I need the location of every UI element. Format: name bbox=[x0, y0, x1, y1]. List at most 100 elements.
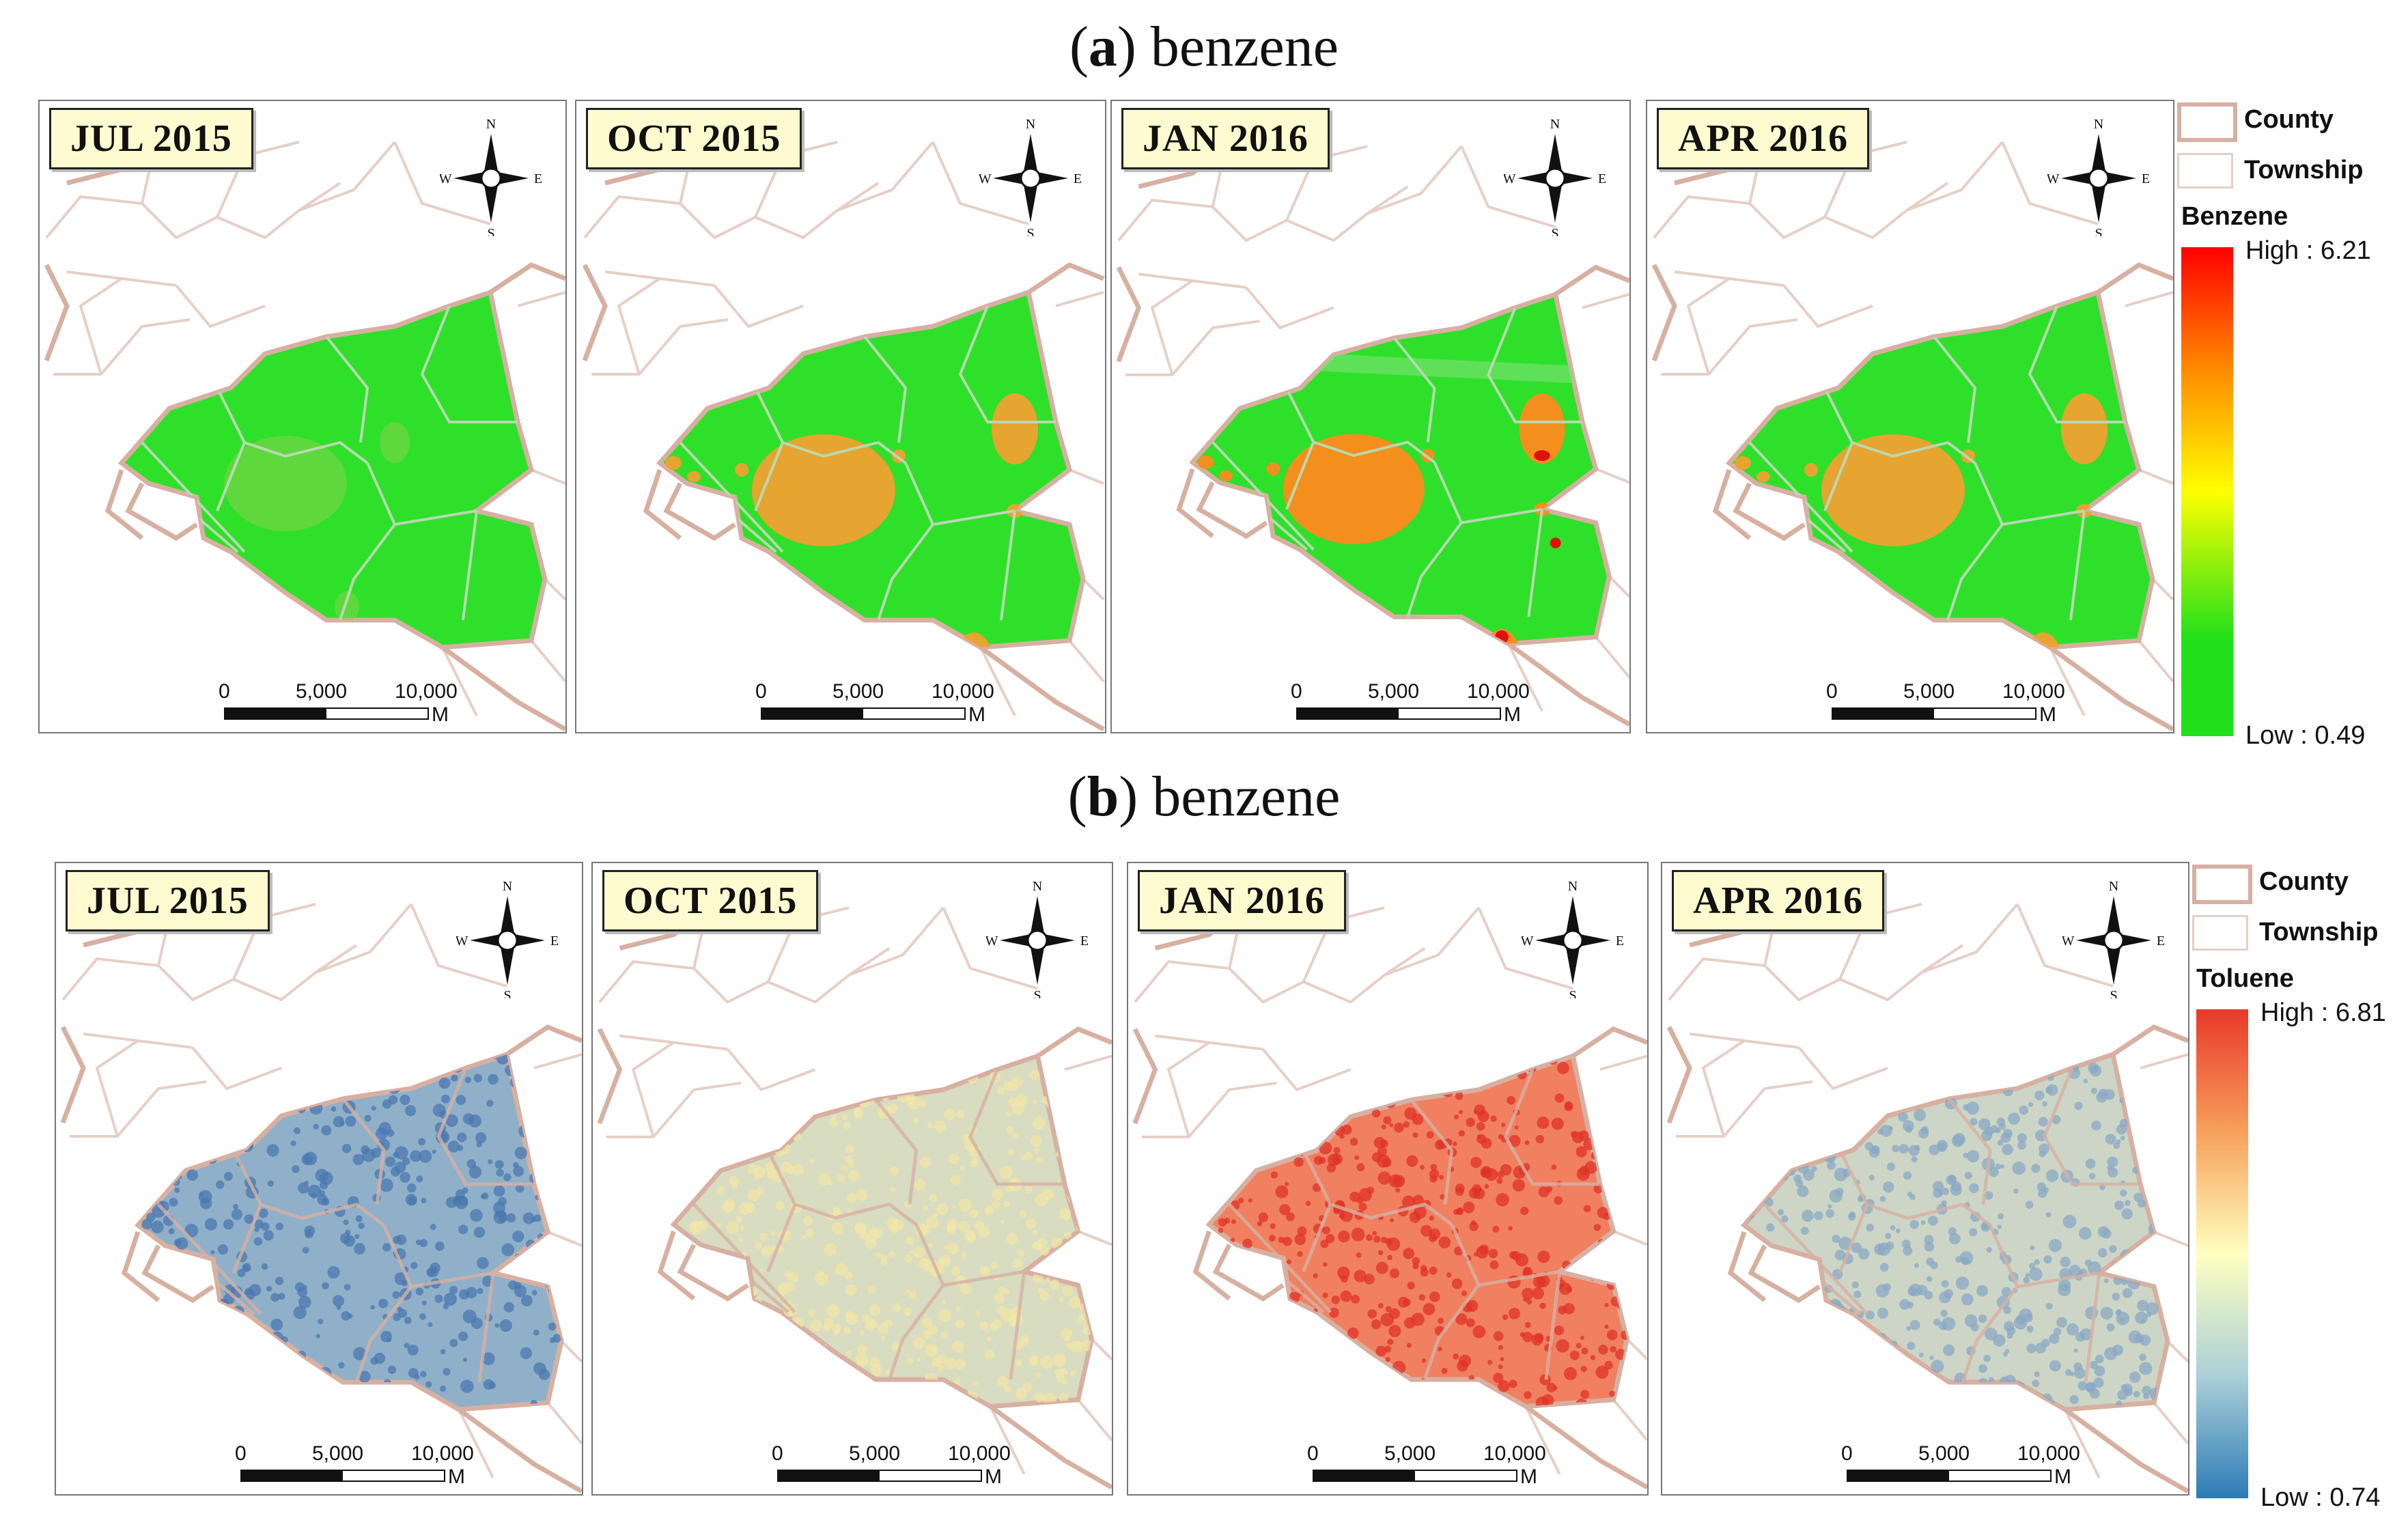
scale-unit: M bbox=[1504, 703, 1521, 726]
date-label: APR 2016 bbox=[1672, 870, 1885, 931]
concentration-dot bbox=[363, 1063, 374, 1074]
concentration-dot bbox=[1907, 1192, 1913, 1197]
legend-toluene: County Township Toluene High : 6.81 Low … bbox=[2192, 865, 2405, 1512]
concentration-dot bbox=[961, 1252, 968, 1259]
concentration-dot bbox=[138, 1167, 148, 1179]
concentration-dot bbox=[1776, 1121, 1782, 1127]
county-boundary bbox=[582, 264, 608, 362]
concentration-dot bbox=[2151, 1130, 2164, 1141]
concentration-dot bbox=[1978, 1364, 1987, 1373]
concentration-dot bbox=[175, 1386, 184, 1396]
concentration-dot bbox=[1500, 1357, 1504, 1362]
concentration-dot bbox=[1886, 1378, 1892, 1384]
concentration-dot bbox=[2151, 1070, 2165, 1083]
concentration-dot bbox=[1799, 1354, 1810, 1366]
township-boundary bbox=[1797, 1046, 1888, 1091]
township-boundary bbox=[1625, 1338, 1647, 1360]
concentration-dot bbox=[497, 1196, 507, 1206]
concentration-dot bbox=[1785, 1345, 1796, 1356]
concentration-dot bbox=[788, 1381, 794, 1386]
concentration-dot bbox=[1616, 1154, 1625, 1164]
map-panel-b-1: OCT 2015 N S W E 0 5,000 10,000 M bbox=[591, 862, 1113, 1496]
concentration-dot bbox=[538, 1369, 550, 1381]
township-boundary bbox=[1285, 441, 1315, 510]
concentration-dot bbox=[1759, 1393, 1765, 1399]
concentration-dot bbox=[1744, 1080, 1749, 1086]
concentration-hotspot bbox=[992, 393, 1038, 464]
concentration-dot bbox=[1420, 1224, 1433, 1237]
concentration-dot bbox=[1429, 1234, 1437, 1242]
compass-s: S bbox=[1551, 226, 1558, 236]
concentration-dot bbox=[1481, 1138, 1492, 1149]
concentration-dot bbox=[1356, 1196, 1364, 1204]
concentration-dot bbox=[844, 1271, 853, 1280]
scale-unit: M bbox=[448, 1465, 465, 1488]
concentration-dot bbox=[2058, 1283, 2071, 1297]
concentration-dot bbox=[694, 1080, 703, 1089]
compass-n: N bbox=[1026, 117, 1035, 132]
concentration-dot bbox=[867, 1285, 876, 1294]
concentration-dot bbox=[251, 1377, 259, 1384]
concentration-dot bbox=[2094, 1365, 2105, 1377]
concentration-hotspot bbox=[1283, 434, 1425, 545]
concentration-dot bbox=[1929, 1356, 1934, 1360]
concentration-dot bbox=[809, 1158, 815, 1164]
concentration-dot bbox=[1258, 1212, 1268, 1222]
concentration-dot bbox=[1323, 1395, 1334, 1407]
concentration-dot bbox=[761, 1246, 772, 1257]
concentration-dot bbox=[1909, 1384, 1917, 1392]
concentration-dot bbox=[676, 1148, 684, 1155]
concentration-dot bbox=[914, 1179, 926, 1191]
concentration-dot bbox=[1825, 1394, 1838, 1407]
concentration-dot bbox=[1485, 1168, 1498, 1181]
concentration-dot bbox=[1531, 1334, 1543, 1346]
concentration-dot bbox=[1358, 1373, 1371, 1386]
concentration-dot bbox=[1784, 1149, 1790, 1155]
concentration-dot bbox=[1498, 1134, 1503, 1140]
concentration-dot bbox=[2139, 1110, 2144, 1115]
concentration-dot bbox=[1373, 1136, 1386, 1149]
concentration-dot bbox=[941, 1300, 947, 1304]
concentration-dot bbox=[952, 1341, 964, 1353]
concentration-dot bbox=[1790, 1370, 1802, 1381]
concentration-hotspot bbox=[1192, 430, 1197, 455]
concentration-dot bbox=[944, 1108, 956, 1121]
concentration-dot bbox=[758, 1097, 764, 1103]
county-boundary bbox=[457, 1407, 582, 1494]
concentration-dot bbox=[1564, 1101, 1573, 1110]
concentration-dot bbox=[1841, 1378, 1847, 1384]
concentration-dot bbox=[2028, 1102, 2034, 1108]
concentration-dot bbox=[973, 1220, 984, 1231]
concentration-dot bbox=[731, 1140, 740, 1149]
concentration-hotspot bbox=[1364, 313, 1384, 330]
concentration-dot bbox=[1074, 1112, 1084, 1121]
concentration-dot bbox=[410, 1150, 422, 1162]
township-boundary bbox=[1138, 272, 1193, 283]
concentration-dot bbox=[183, 1062, 193, 1072]
concentration-dot bbox=[1418, 1294, 1426, 1301]
concentration-dot bbox=[1315, 1062, 1327, 1074]
concentration-dot bbox=[805, 1229, 815, 1237]
concentration-dot bbox=[457, 1132, 467, 1142]
concentration-dot bbox=[1769, 1106, 1778, 1114]
concentration-dot bbox=[927, 1122, 934, 1129]
concentration-dot bbox=[1501, 1123, 1506, 1127]
concentration-dot bbox=[352, 1347, 367, 1360]
concentration-dot bbox=[717, 1375, 731, 1389]
concentration-dot bbox=[550, 1212, 561, 1224]
concentration-dot bbox=[906, 1289, 911, 1294]
concentration-dot bbox=[1961, 1257, 1970, 1265]
concentration-dot bbox=[904, 1307, 912, 1316]
concentration-dot bbox=[954, 1378, 961, 1385]
concentration-dot bbox=[2096, 1091, 2108, 1103]
concentration-dot bbox=[260, 1383, 269, 1392]
concentration-dot bbox=[2075, 1332, 2086, 1342]
concentration-dot bbox=[2085, 1158, 2096, 1169]
township-boundary bbox=[410, 903, 507, 987]
compass-s: S bbox=[1569, 988, 1576, 998]
concentration-dot bbox=[1980, 1130, 1993, 1142]
concentration-dot bbox=[2146, 1095, 2159, 1106]
concentration-dot bbox=[1347, 1327, 1359, 1339]
compass-e: E bbox=[1074, 171, 1082, 186]
concentration-dot bbox=[2038, 1117, 2048, 1127]
